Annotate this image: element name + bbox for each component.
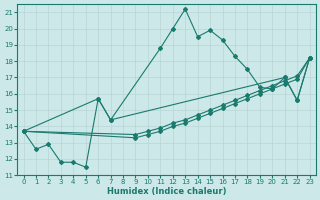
X-axis label: Humidex (Indice chaleur): Humidex (Indice chaleur) — [107, 187, 226, 196]
